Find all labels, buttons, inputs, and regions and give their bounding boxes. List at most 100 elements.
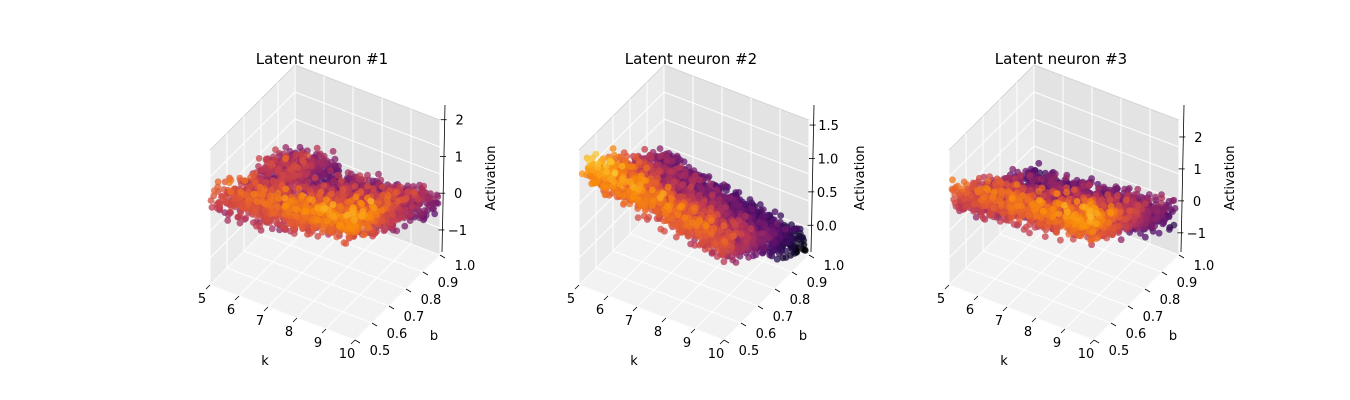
scatter-point [732, 221, 739, 229]
z-tick-label: 0 [454, 187, 462, 202]
scatter-point [656, 145, 664, 153]
scatter-point [749, 205, 756, 213]
scatter-point [317, 160, 325, 168]
scatter-point [265, 170, 273, 178]
scatter-point [404, 188, 412, 196]
scatter-point [774, 220, 781, 228]
scatter-point [281, 155, 289, 163]
scatter-point [782, 225, 789, 233]
scatter-point [773, 255, 781, 263]
scatter-point [283, 201, 290, 209]
x-tick-label: 5 [198, 292, 206, 307]
y-tick-label: 1.0 [455, 259, 476, 274]
scatter-point [431, 210, 439, 218]
z-tick-label: −1 [448, 224, 467, 239]
scatter-point [434, 193, 442, 201]
scatter-point [288, 219, 296, 226]
scatter-point [789, 245, 796, 253]
scatter-point [777, 212, 785, 220]
y-tick-label: 0.7 [404, 310, 425, 325]
scatter-point [314, 204, 321, 212]
scatter-point [402, 195, 410, 202]
scatter-point [262, 156, 270, 164]
scatter-point [663, 157, 670, 165]
scatter-point [600, 183, 608, 191]
scatter-point [643, 164, 651, 172]
scatter-point [351, 216, 358, 224]
scatter-point [364, 223, 372, 231]
scatter-point [758, 230, 765, 237]
scatter-point [299, 192, 306, 200]
scatter-point [375, 170, 382, 178]
x-tick [292, 317, 298, 323]
grid-line [296, 232, 383, 319]
scatter-point [647, 152, 654, 160]
scatter-points [207, 143, 442, 247]
scatter-point [343, 211, 350, 219]
y-tick [354, 339, 361, 344]
scatter-point [357, 200, 365, 207]
scatter-point [389, 210, 396, 218]
scatter-point [250, 190, 258, 198]
scatter-point [245, 200, 252, 208]
scatter-point [237, 188, 244, 196]
scatter-point [603, 168, 611, 176]
x-tick-label: 10 [339, 347, 356, 362]
scatter-point [340, 239, 348, 247]
scatter-point [771, 208, 779, 216]
grid-line [243, 250, 390, 307]
scatter-point [610, 178, 617, 186]
scatter-point [742, 212, 750, 220]
scatter-point [425, 201, 433, 209]
scatter-point [347, 225, 355, 233]
scatter-point [208, 204, 216, 211]
scatter-point [295, 185, 303, 192]
scatter-point [304, 152, 312, 160]
scatter-point [267, 159, 275, 167]
scatter-point [272, 210, 280, 217]
scatter-point [311, 174, 319, 182]
scatter-point [287, 166, 294, 173]
scatter-point [398, 213, 406, 221]
scatter-point [667, 168, 675, 176]
scatter-point [226, 179, 233, 187]
x-tick-label: 7 [256, 314, 264, 329]
scatter-point [752, 251, 760, 259]
scatter-point [430, 199, 438, 207]
y-tick-label: 0.6 [387, 327, 408, 342]
scatter-point [687, 183, 695, 191]
scatter-point [747, 225, 755, 233]
scatter-point [695, 176, 703, 184]
scatter-point [255, 155, 263, 162]
scatter-point [356, 172, 364, 180]
scatter-point [330, 177, 337, 185]
y-tick [388, 305, 395, 310]
scatter-point [609, 145, 617, 152]
scatter-point [279, 171, 287, 179]
scatter-point [401, 222, 409, 230]
scatter-point [601, 191, 609, 199]
scatter-point [306, 230, 314, 238]
scatter-point [392, 189, 399, 197]
scatter-point [360, 231, 368, 239]
scatter-point [291, 172, 299, 180]
scatter-point [259, 192, 266, 199]
grid-line [260, 233, 407, 290]
chart-panel-2: 5678910k0.50.60.70.80.91.0b0.00.51.01.5A… [567, 50, 868, 369]
scatter-point [370, 204, 378, 212]
scatter-point [585, 156, 593, 164]
scatter-point [251, 207, 259, 215]
scatter-point [236, 219, 244, 227]
scatter-point [358, 213, 366, 220]
scatter-point [274, 203, 281, 211]
x-tick-label: 6 [227, 303, 235, 318]
scatter-point [264, 217, 271, 225]
scatter-point [426, 194, 434, 202]
scatter-point [408, 203, 416, 210]
scatter-point [720, 181, 728, 189]
scatter-point [648, 186, 656, 194]
scatter-point [755, 219, 762, 226]
scatter-point [381, 226, 389, 234]
scatter-point [211, 187, 218, 195]
scatter-point [578, 170, 586, 178]
